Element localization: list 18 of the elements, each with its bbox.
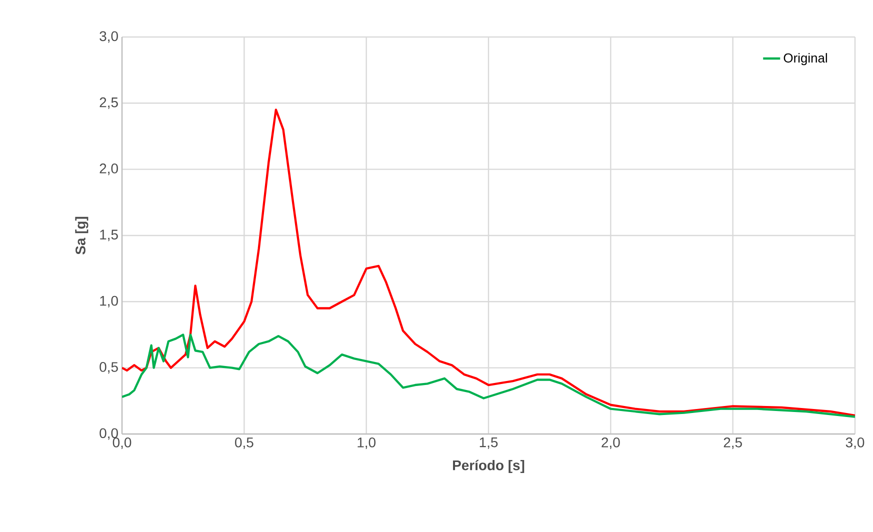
y-tick-label: 1,0: [100, 296, 118, 308]
x-tick-label: 1,5: [480, 438, 498, 449]
y-tick-label: 0,5: [100, 362, 118, 374]
x-axis-title: Período [s]: [453, 460, 524, 473]
y-tick-label: 0,0: [100, 428, 118, 440]
x-tick-label: 2,0: [602, 437, 620, 450]
x-tick-label: 3,0: [846, 437, 864, 450]
line-series: [122, 108, 856, 417]
x-tick-label: 1,0: [358, 437, 376, 450]
legend-label: Original: [784, 53, 827, 66]
x-tick-label: 0,5: [235, 437, 254, 450]
x-tick-label: 2,5: [724, 437, 742, 450]
y-axis-title: Sa [g]: [75, 216, 88, 254]
y-tick-label: 3,0: [100, 31, 118, 43]
y-tick-label: 1,5: [100, 230, 118, 242]
y-tick-label: 2,5: [100, 97, 118, 109]
y-tick-label: 2,0: [100, 164, 118, 176]
x-tick-label: 0,0: [112, 437, 132, 450]
